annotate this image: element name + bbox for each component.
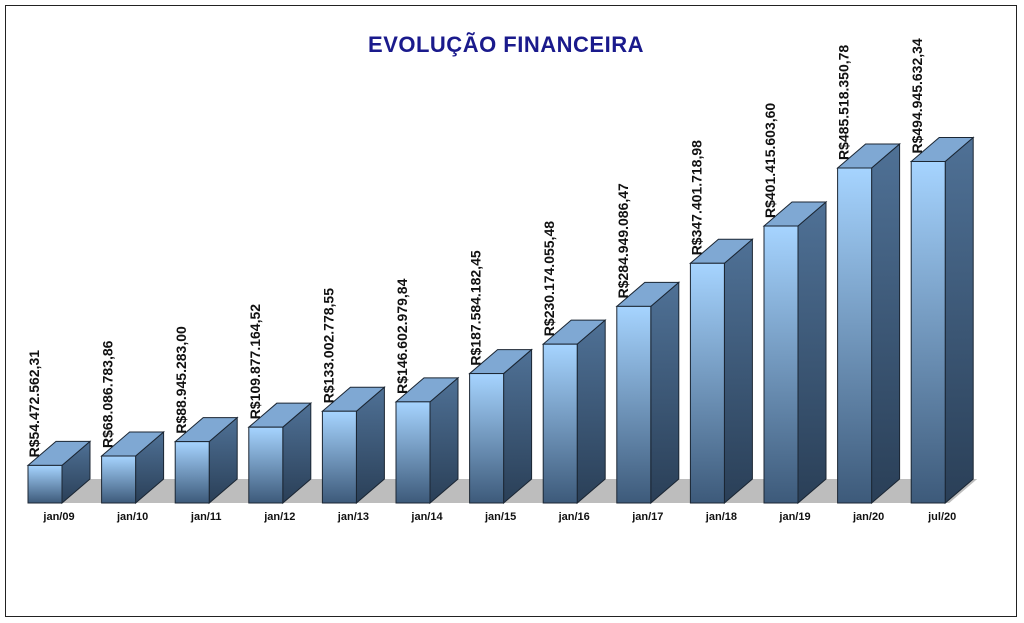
data-label: R$485.518.350,78 xyxy=(836,45,852,160)
data-label: R$88.945.283,00 xyxy=(173,326,189,434)
x-tick-label: jan/11 xyxy=(190,511,222,523)
data-label: R$68.086.783,86 xyxy=(100,340,116,448)
bar xyxy=(469,373,505,504)
bar xyxy=(174,441,210,504)
bar xyxy=(395,401,431,504)
x-tick-label: jan/12 xyxy=(263,511,295,523)
data-label: R$284.949.086,47 xyxy=(615,183,631,298)
data-label: R$133.002.778,55 xyxy=(320,288,336,403)
x-tick-label: jan/16 xyxy=(558,511,590,523)
bar xyxy=(27,464,63,504)
bar-side xyxy=(650,281,680,505)
data-label: R$187.584.182,45 xyxy=(468,250,484,365)
data-label: R$146.602.979,84 xyxy=(394,278,410,393)
bar-side xyxy=(503,348,533,505)
bar xyxy=(763,225,799,504)
bar xyxy=(616,305,652,504)
data-label: R$54.472.562,31 xyxy=(26,350,42,458)
data-label: R$494.945.632,34 xyxy=(909,38,925,153)
bar xyxy=(837,167,873,504)
x-tick-label: jan/17 xyxy=(631,511,663,523)
x-tick-label: jan/10 xyxy=(116,511,148,523)
bar xyxy=(689,262,725,504)
x-tick-label: jan/19 xyxy=(778,511,810,523)
bar-side xyxy=(723,238,753,505)
bar-side xyxy=(576,319,606,505)
bar-side xyxy=(871,142,901,505)
data-label: R$109.877.164,52 xyxy=(247,304,263,419)
x-tick-label: jan/14 xyxy=(410,511,443,523)
bar xyxy=(101,455,137,504)
x-tick-label: jan/15 xyxy=(484,511,516,523)
chart-title: EVOLUÇÃO FINANCEIRA xyxy=(368,32,644,57)
x-tick-label: jan/18 xyxy=(705,511,737,523)
x-tick-label: jan/20 xyxy=(852,511,884,523)
data-label: R$347.401.718,98 xyxy=(688,140,704,255)
bar xyxy=(542,343,578,504)
bar-side xyxy=(944,136,974,505)
bar xyxy=(248,426,284,504)
data-label: R$401.415.603,60 xyxy=(762,103,778,218)
bar xyxy=(321,410,357,504)
data-label: R$230.174.055,48 xyxy=(541,221,557,336)
x-tick-label: jul/20 xyxy=(927,511,956,523)
bar xyxy=(910,160,946,504)
x-tick-label: jan/13 xyxy=(337,511,369,523)
x-tick-label: jan/09 xyxy=(42,511,74,523)
bar-side xyxy=(797,200,827,505)
